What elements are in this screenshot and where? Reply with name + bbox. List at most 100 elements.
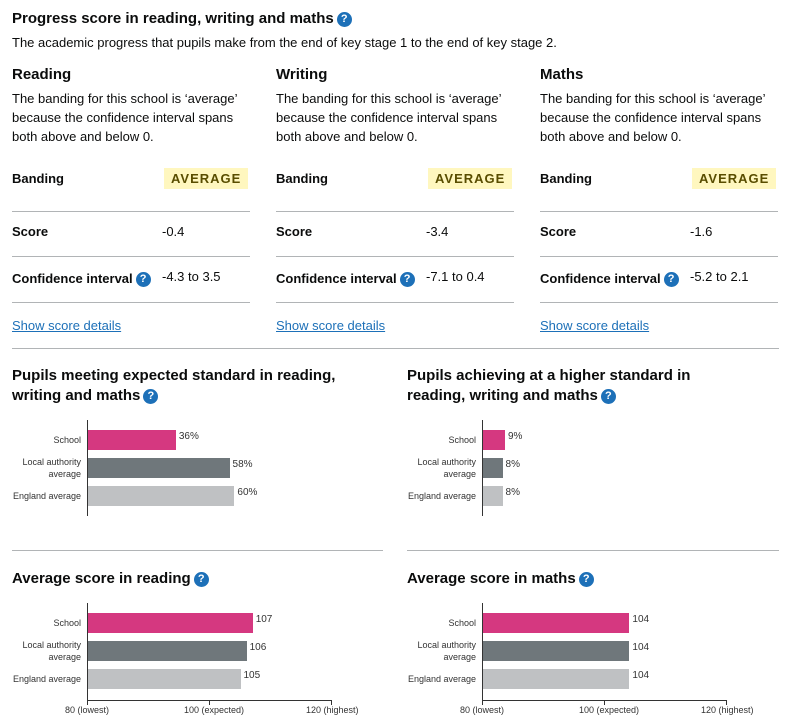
- help-icon[interactable]: ?: [135, 272, 151, 287]
- data-label: 104: [632, 642, 650, 653]
- divider: [12, 550, 383, 551]
- banding-tag: AVERAGE: [692, 168, 777, 189]
- tick-label: 100 (expected): [579, 705, 640, 715]
- tick-label: 80 (lowest): [64, 705, 109, 715]
- tick-mark: [726, 700, 727, 705]
- category-label: England average: [407, 674, 476, 684]
- y-axis: [482, 603, 483, 701]
- help-icon[interactable]: ?: [399, 272, 415, 287]
- bar: [88, 641, 247, 661]
- category-label: School: [448, 435, 476, 445]
- bar: [483, 613, 630, 633]
- category-label: England average: [12, 674, 81, 684]
- category-label: Local authority average: [417, 457, 476, 479]
- chart-title: Average score in reading?: [12, 569, 352, 589]
- score-value: -3.4: [426, 224, 449, 239]
- subject-description: The banding for this school is ‘average’…: [12, 91, 237, 144]
- help-icon[interactable]: ?: [193, 572, 209, 587]
- progress-intro: The academic progress that pupils make f…: [12, 35, 557, 50]
- data-label: 9%: [507, 431, 523, 442]
- help-icon[interactable]: ?: [663, 272, 679, 287]
- ci-label: Confidence interval: [276, 271, 397, 286]
- category-label: England average: [12, 491, 81, 501]
- data-label: 8%: [505, 459, 520, 470]
- banding-label: Banding: [540, 171, 592, 186]
- tick-mark: [209, 700, 210, 705]
- help-icon[interactable]: ?: [578, 572, 594, 587]
- bar: [88, 458, 230, 478]
- show-score-details-link[interactable]: Show score details: [540, 318, 650, 333]
- data-label: 107: [255, 614, 273, 625]
- bar: [483, 430, 505, 450]
- y-axis: [482, 420, 483, 516]
- subject-title: Writing: [276, 66, 328, 83]
- score-label: Score: [276, 224, 313, 239]
- help-icon[interactable]: ?: [336, 12, 352, 27]
- divider: [407, 550, 779, 551]
- bar: [88, 669, 241, 689]
- category-label: England average: [407, 491, 476, 501]
- score-label: Score: [12, 224, 49, 239]
- data-label: 60%: [237, 487, 258, 498]
- category-label: Local authority average: [22, 640, 81, 662]
- score-value: -0.4: [162, 224, 185, 239]
- chart-title-text: Average score in reading: [12, 570, 191, 587]
- ci-label: Confidence interval: [12, 271, 133, 286]
- progress-title: Progress score in reading, writing and m…: [12, 10, 352, 27]
- category-label: School: [448, 618, 476, 628]
- tick-mark: [331, 700, 332, 705]
- banding-label: Banding: [276, 171, 328, 186]
- title-text: Progress score in reading, writing and m…: [12, 10, 334, 27]
- bar: [483, 458, 503, 478]
- category-label: School: [53, 435, 81, 445]
- bar: [88, 430, 176, 450]
- chart-title: Average score in maths?: [407, 569, 747, 589]
- tick-mark: [604, 700, 605, 705]
- data-label: 105: [243, 670, 261, 681]
- y-axis: [87, 603, 88, 701]
- help-icon[interactable]: ?: [143, 389, 159, 404]
- score-label: Score: [540, 224, 577, 239]
- subject-title: Reading: [12, 66, 72, 83]
- tick-label: 100 (expected): [184, 705, 245, 715]
- subject-0: Reading The banding for this school is ‘…: [12, 66, 250, 333]
- divider: [12, 348, 779, 349]
- ci-label: Confidence interval: [540, 271, 661, 286]
- ci-value: -4.3 to 3.5: [162, 269, 221, 284]
- banding-tag: AVERAGE: [164, 168, 249, 189]
- data-label: 58%: [232, 459, 253, 470]
- data-label: 8%: [505, 487, 520, 498]
- category-label: School: [53, 618, 81, 628]
- bar: [483, 486, 503, 506]
- show-score-details-link[interactable]: Show score details: [276, 318, 386, 333]
- subject-1: Writing The banding for this school is ‘…: [276, 66, 514, 333]
- tick-mark: [482, 700, 483, 705]
- show-score-details-link[interactable]: Show score details: [12, 318, 122, 333]
- y-axis: [87, 420, 88, 516]
- category-label: Local authority average: [22, 457, 81, 479]
- score-value: -1.6: [690, 224, 713, 239]
- ci-value: -5.2 to 2.1: [690, 269, 749, 284]
- banding-label: Banding: [12, 171, 64, 186]
- help-icon[interactable]: ?: [600, 389, 616, 404]
- data-label: 104: [632, 670, 650, 681]
- bar: [88, 486, 235, 506]
- data-label: 36%: [178, 431, 199, 442]
- bar: [88, 613, 253, 633]
- chart-title-text: Pupils achieving at a higher standard in…: [407, 367, 691, 404]
- subject-title: Maths: [540, 66, 584, 83]
- tick-mark: [87, 700, 88, 705]
- chart-title: Pupils achieving at a higher standard in…: [407, 366, 747, 406]
- bar: [483, 641, 630, 661]
- tick-label: 120 (highest): [306, 705, 359, 715]
- bar: [483, 669, 630, 689]
- banding-tag: AVERAGE: [428, 168, 513, 189]
- data-label: 106: [249, 642, 267, 653]
- subject-description: The banding for this school is ‘average’…: [540, 91, 765, 144]
- tick-label: 120 (highest): [701, 705, 754, 715]
- chart-title-text: Average score in maths: [407, 570, 576, 587]
- data-label: 104: [632, 614, 650, 625]
- subject-description: The banding for this school is ‘average’…: [276, 91, 501, 144]
- tick-label: 80 (lowest): [459, 705, 504, 715]
- chart-title: Pupils meeting expected standard in read…: [12, 366, 352, 406]
